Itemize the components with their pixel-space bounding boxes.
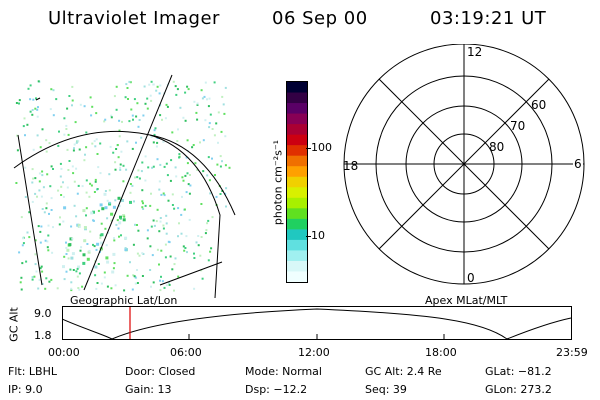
colorbar-band [287,92,307,104]
colorbar-band [287,155,307,167]
colorbar-band [287,103,307,115]
date-label: 06 Sep 00 [272,8,368,29]
status-seq: Seq: 39 [365,383,407,396]
geographic-caption: Geographic Lat/Lon [70,294,178,307]
colorbar-band [287,197,307,209]
time-label: 03:19:21 UT [430,8,547,29]
colorbar-band [287,176,307,188]
longitude-line-1 [17,134,43,286]
lat-60-label: 60 [531,98,546,112]
time-tick-0600: 06:00 [170,346,202,359]
mlt-18-label: 18 [343,159,358,173]
colorbar-tick-10: 10 [311,229,325,242]
time-tick-1200: 12:00 [298,346,330,359]
colorbar-band [287,145,307,157]
colorbar-band [287,260,307,273]
longitude-line-2 [83,74,173,291]
colorbar-band [287,113,307,125]
status-filter: Flt: LBHL [8,365,57,378]
altitude-curve [62,308,572,340]
apex-caption: Apex MLat/MLT [425,294,508,307]
status-ip: IP: 9.0 [8,383,43,396]
colorbar-band [287,250,307,262]
colorbar-band [287,124,307,136]
timeline-ymax: 9.0 [34,307,52,320]
apex-polar-plot: 12 18 6 0 60 70 80 [343,44,585,285]
auroral-speckles [15,80,231,292]
lat-70-label: 70 [510,119,525,133]
colorbar-band [287,187,307,199]
mlt-12-label: 12 [467,45,482,59]
latitude-circle [13,130,236,216]
status-mode: Mode: Normal [245,365,322,378]
colorbar-band [287,239,307,252]
colorbar-band [287,82,307,94]
geographic-image-panel [13,74,236,299]
orbit-altitude-timeline [62,306,572,340]
longitude-line-3 [159,261,223,286]
colorbar-band [287,271,307,282]
time-tick-1800: 18:00 [425,346,457,359]
colorbar-band [287,208,307,220]
status-door: Door: Closed [125,365,196,378]
colorbar-tick-100: 100 [311,141,332,154]
status-gc-alt: GC Alt: 2.4 Re [365,365,442,378]
colorbar-band [287,218,307,230]
time-tick-0000: 00:00 [48,346,80,359]
mlt-0-label: 0 [467,271,475,285]
instrument-title: Ultraviolet Imager [48,8,220,29]
colorbar [286,81,308,283]
colorbar-band [287,134,307,146]
timeline-ymin: 1.8 [34,329,52,342]
status-glat: GLat: −81.2 [485,365,552,378]
latitude-circle-outer [149,134,221,299]
time-tick-2359: 23:59 [556,346,588,359]
mlt-6-label: 6 [574,157,582,171]
colorbar-unit-label: photon cm⁻²s⁻¹ [271,139,285,226]
status-dsp: Dsp: −12.2 [245,383,308,396]
timeline-ylabel: GC Alt [7,307,21,342]
lat-80-label: 80 [489,140,504,154]
colorbar-band [287,229,307,241]
status-glon: GLon: 273.2 [485,383,552,396]
colorbar-band [287,166,307,178]
status-gain: Gain: 13 [125,383,172,396]
